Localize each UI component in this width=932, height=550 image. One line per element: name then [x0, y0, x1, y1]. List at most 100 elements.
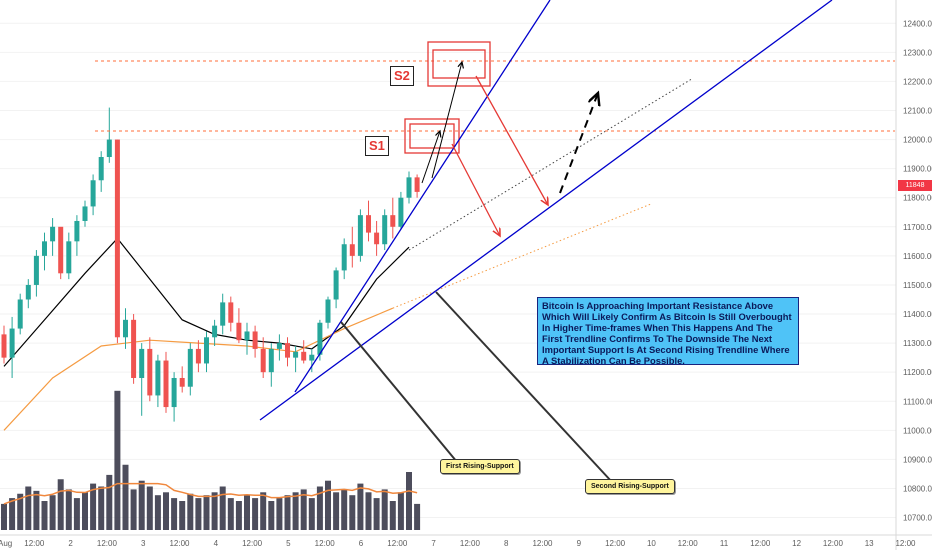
volume-bar: [365, 492, 372, 530]
candle-body: [114, 139, 120, 338]
candle-body: [25, 284, 31, 300]
candle-body: [390, 215, 396, 227]
candle-body: [252, 331, 258, 349]
time-tick-label: 10: [647, 539, 656, 548]
candle-body: [98, 157, 104, 181]
series-line-2: [392, 203, 653, 309]
volume-bar: [284, 495, 291, 530]
s2-box-outer: [427, 41, 491, 87]
first-support-callout[interactable]: First Rising-Support: [440, 459, 520, 474]
time-tick-label: 8: [504, 539, 509, 548]
price-tick-label: 12100.00: [903, 106, 932, 115]
time-tick-label: 12:00: [895, 539, 916, 548]
volume-bar: [227, 498, 234, 530]
time-axis: Aug 12:00 2 12:00 3 12:00 4 12:00 5 12:00 6 12:00 7 1…: [0, 539, 916, 548]
candle-body: [139, 348, 145, 378]
candle-body: [374, 232, 380, 245]
candle-body: [325, 299, 331, 323]
candle-body: [106, 139, 112, 158]
candle-body: [236, 322, 242, 341]
price-tick-label: 11900.00: [903, 165, 932, 174]
candle-body: [276, 343, 282, 349]
volume-bar: [179, 501, 186, 530]
volume-bar: [219, 486, 226, 530]
time-tick-label: 6: [359, 539, 364, 548]
volume-bar: [252, 498, 259, 530]
candle-body: [147, 348, 153, 396]
candle-body: [333, 270, 339, 300]
candle-body: [82, 206, 88, 221]
candle-body: [406, 177, 412, 198]
s1-box-inner: [409, 123, 455, 149]
volume-bar: [90, 483, 97, 530]
current-price-badge: 11848: [898, 180, 932, 191]
candle-body: [260, 348, 266, 373]
candle-body: [50, 226, 56, 242]
candle-body: [341, 244, 347, 271]
second-rising-support-line: [259, 0, 833, 421]
volume-bar: [25, 486, 32, 530]
s2-box-inner: [432, 49, 486, 79]
time-tick-label: 9: [577, 539, 582, 548]
candle-body: [131, 319, 137, 378]
price-tick-label: 12200.00: [903, 77, 932, 86]
first-support-pointer: [340, 321, 458, 463]
volume-bar: [17, 493, 24, 530]
candle-body: [171, 377, 177, 408]
price-tick-label: 11000.00: [903, 426, 932, 435]
candle-body: [268, 348, 274, 373]
s1-label: S1: [365, 136, 389, 156]
candle-body: [212, 325, 218, 338]
volume-bar: [300, 489, 307, 530]
time-tick-label: 12:00: [97, 539, 118, 548]
arrow-to-s2: [431, 62, 462, 179]
time-tick-label: 3: [141, 539, 146, 548]
candle-body: [357, 215, 363, 256]
price-tick-label: 10800.00: [903, 484, 932, 493]
price-tick-label: 11500.00: [903, 281, 932, 290]
volume-bar: [33, 490, 40, 530]
second-support-pointer: [435, 291, 613, 483]
arrow-s2-to-second-support: [475, 75, 548, 205]
candle-body: [66, 241, 72, 274]
price-tick-label: 11800.00: [903, 194, 932, 203]
volume-bar: [316, 486, 323, 530]
volume-bar: [414, 503, 421, 530]
candle-body: [33, 255, 39, 285]
candle-body: [74, 220, 80, 242]
volume-bar: [73, 498, 80, 530]
volume-bar: [195, 498, 202, 530]
price-tick-label: 12300.00: [903, 48, 932, 57]
volume-bar: [82, 492, 88, 530]
volume-bar: [211, 492, 218, 530]
candle-body: [398, 197, 404, 227]
price-tick-label: 11200.00: [903, 368, 932, 377]
time-tick-label: 12:00: [315, 539, 336, 548]
candle-body: [42, 241, 47, 256]
price-tick-label: 10700.00: [903, 514, 932, 523]
volume-bar: [357, 483, 364, 530]
volume-bar: [244, 495, 250, 530]
volume-bar: [381, 489, 388, 530]
price-tick-label: 11600.00: [903, 252, 932, 261]
candle-body: [220, 302, 226, 326]
time-tick-label: 2: [68, 539, 73, 548]
price-tick-label: 12000.00: [903, 136, 932, 145]
candle-body: [317, 322, 323, 355]
volume-bar: [65, 489, 72, 530]
volume-bar: [154, 495, 161, 530]
time-tick-label: 11: [720, 539, 729, 548]
candle-body: [204, 337, 209, 364]
second-support-callout[interactable]: Second Rising-Support: [585, 479, 675, 494]
time-tick-label: 12:00: [750, 539, 771, 548]
volume-bar: [98, 486, 105, 530]
volume-bar: [397, 492, 404, 530]
candle-body: [366, 215, 371, 233]
volume-bar: [333, 492, 340, 530]
volume-bar: [373, 498, 380, 530]
volume-bar: [114, 390, 121, 530]
analysis-note[interactable]: Bitcoin Is Approaching Important Resista…: [537, 297, 799, 366]
volume-bar: [406, 472, 412, 530]
volume-bar: [138, 480, 145, 530]
candle-body: [195, 348, 201, 364]
